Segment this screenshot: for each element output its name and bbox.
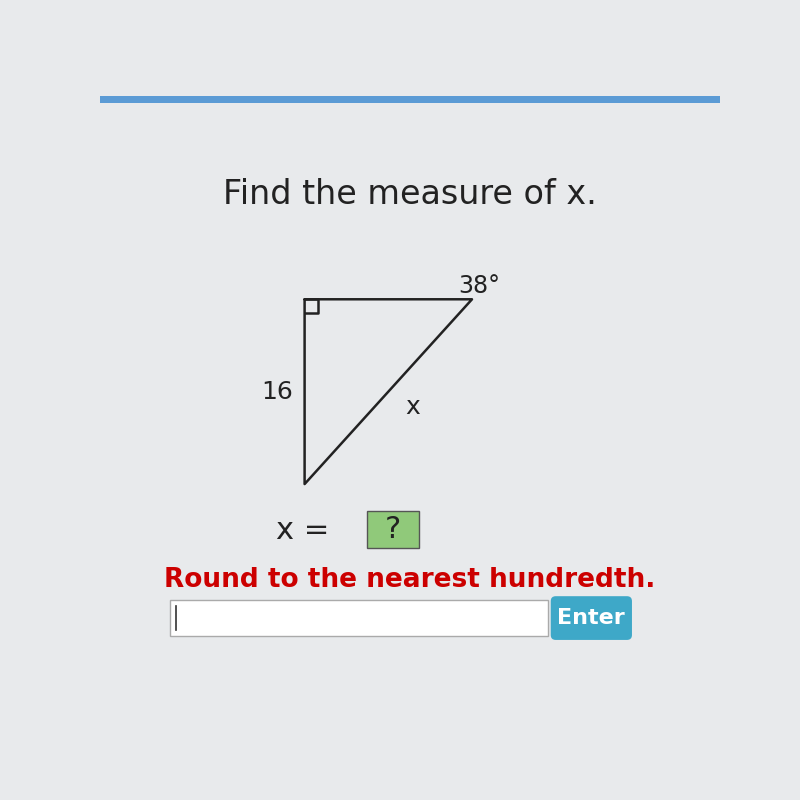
Text: x =: x =: [275, 516, 338, 545]
FancyBboxPatch shape: [550, 596, 632, 640]
FancyBboxPatch shape: [170, 600, 548, 636]
Text: 38°: 38°: [458, 274, 500, 298]
Text: Round to the nearest hundredth.: Round to the nearest hundredth.: [164, 566, 656, 593]
FancyBboxPatch shape: [366, 510, 419, 547]
Text: ?: ?: [385, 514, 401, 543]
Text: x: x: [406, 395, 421, 419]
Text: Find the measure of x.: Find the measure of x.: [223, 178, 597, 211]
Text: 16: 16: [261, 380, 293, 404]
Text: Enter: Enter: [558, 608, 626, 628]
FancyBboxPatch shape: [100, 96, 720, 103]
